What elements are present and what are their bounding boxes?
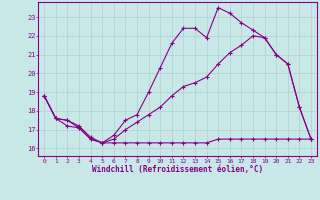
X-axis label: Windchill (Refroidissement éolien,°C): Windchill (Refroidissement éolien,°C) xyxy=(92,165,263,174)
